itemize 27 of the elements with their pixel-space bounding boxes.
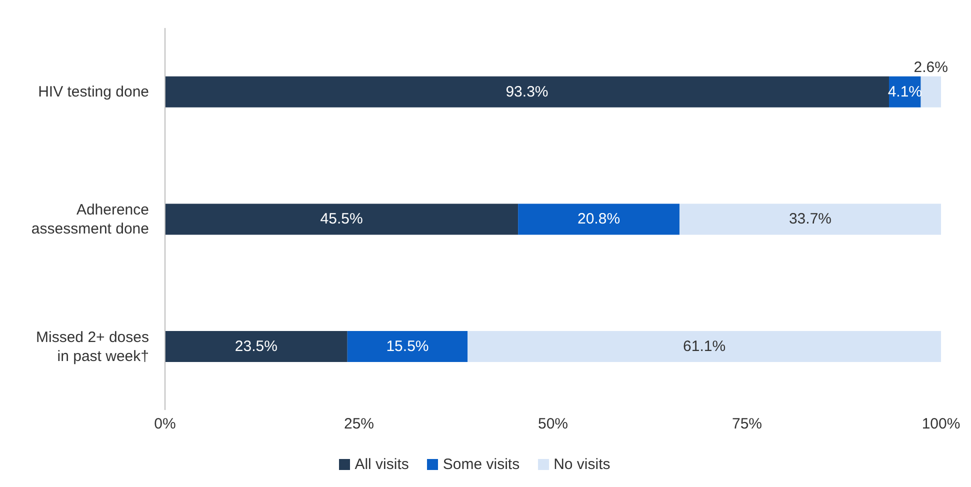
bar xyxy=(518,204,680,235)
y-tick-label: Adherence assessment done xyxy=(31,201,149,237)
y-tick-label: Missed 2+ doses in past week† xyxy=(36,328,149,364)
bar xyxy=(347,331,468,362)
x-tick-label: 0% xyxy=(154,416,176,433)
x-tick-label: 25% xyxy=(344,416,374,433)
bar xyxy=(468,331,941,362)
y-tick-label: HIV testing done xyxy=(38,83,149,100)
data-label: 45.5% xyxy=(320,210,363,228)
data-label: 20.8% xyxy=(578,210,620,228)
data-label: 2.6% xyxy=(914,58,948,76)
legend-label: Some visits xyxy=(442,456,520,473)
data-label: 33.7% xyxy=(788,210,832,228)
bar xyxy=(679,204,941,235)
data-label: 93.3% xyxy=(506,83,548,100)
data-label: 23.5% xyxy=(234,338,278,356)
legend-label: All visits xyxy=(354,456,409,473)
bar xyxy=(920,76,941,108)
x-tick-label: 100% xyxy=(922,416,960,433)
bar xyxy=(165,76,890,108)
bar xyxy=(165,331,348,362)
bar xyxy=(165,204,518,235)
data-label: 61.1% xyxy=(683,338,726,356)
data-label: 15.5% xyxy=(386,338,429,356)
x-tick-label: 75% xyxy=(732,416,762,433)
x-tick-label: 50% xyxy=(538,416,568,433)
legend-label: No visits xyxy=(554,456,610,473)
